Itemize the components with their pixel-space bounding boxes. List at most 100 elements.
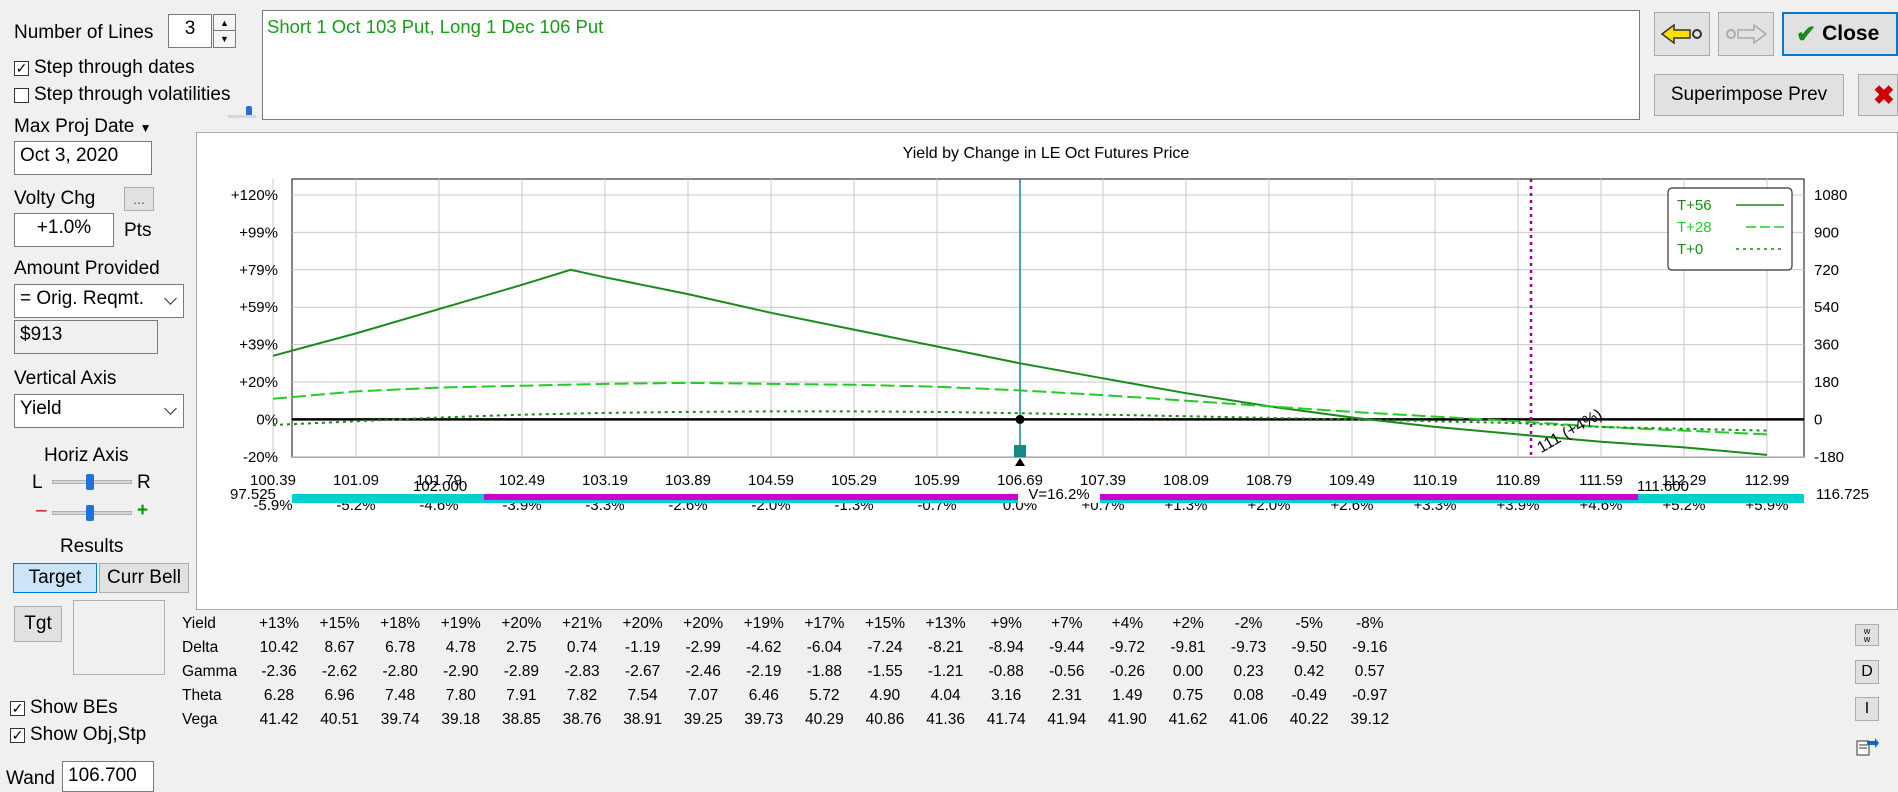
table-cell: 2.75 [506,639,537,656]
table-cell: -9.72 [1109,639,1146,656]
payoff-chart[interactable]: Yield by Change in LE Oct Futures Price … [196,132,1898,610]
horiz-axis-slider-thumb[interactable] [86,474,94,490]
step-dates-checkbox[interactable]: ✓ Step through dates [14,57,195,79]
zoom-slider-thumb[interactable] [86,505,94,521]
table-cell: 10.42 [259,639,299,656]
table-cell: 39.25 [683,711,723,728]
close-button[interactable]: ✔ Close [1782,12,1898,56]
bell-left-inner-label: 102.000 [413,478,467,495]
y-left-tick-label: 0% [256,411,278,428]
table-cell: -4.62 [746,639,782,656]
y-right-tick-label: -180 [1814,449,1844,466]
horiz-axis-label: Horiz Axis [44,445,129,466]
table-cell: 7.54 [627,687,658,704]
x-tick-label: 104.59 [748,472,794,489]
chart-legend: T+56 T+28 T+0 [1667,187,1793,271]
x-tick-label: 106.69 [997,472,1043,489]
table-cell: -1.19 [624,639,661,656]
superimpose-prev-button[interactable]: Superimpose Prev [1654,74,1844,116]
spin-up-icon[interactable]: ▲ [214,15,235,31]
table-cell: +20% [683,615,724,632]
table-cell: -9.81 [1170,639,1206,656]
cancel-button[interactable]: ✖ [1858,74,1898,116]
max-proj-date-input[interactable]: Oct 3, 2020 [14,141,152,175]
table-cell: 4.90 [869,687,901,704]
table-cell: 38.85 [501,711,541,728]
table-cell: 41.62 [1168,711,1208,728]
x-tick-label: 111.59 [1579,472,1623,489]
x-tick-label: 102.49 [499,472,545,489]
table-cell: 39.12 [1350,711,1390,728]
current-marker [1015,414,1025,424]
d-button[interactable]: D [1855,660,1879,684]
chart-title: Yield by Change in LE Oct Futures Price [903,145,1190,162]
curr-bell-button[interactable]: Curr Bell [99,563,189,593]
table-cell: -0.26 [1109,663,1146,680]
table-cell: 40.51 [320,711,359,728]
table-cell: +2% [1172,615,1204,632]
wand-marker[interactable] [1014,445,1026,457]
table-cell: 41.74 [986,711,1026,728]
table-cell: 1.49 [1112,687,1143,704]
table-cell: 0.57 [1354,663,1385,680]
show-bes-checkbox[interactable]: ✓ Show BEs [10,697,118,719]
table-cell: -8.94 [988,639,1024,656]
table-cell: -7.24 [867,639,903,656]
wand-input[interactable]: 106.700 [62,761,154,792]
spin-down-icon[interactable]: ▼ [220,34,229,44]
table-cell: -2% [1234,615,1263,632]
probability-bell-band: V=16.2% 97.525 102.000 111.600 116.725 [230,478,1869,503]
table-cell: -6.04 [806,639,843,656]
bell-band-right [1100,494,1638,500]
table-row-label: Delta [182,639,219,656]
step-dates-label: Step through dates [34,57,195,78]
step-vol-checkbox[interactable]: Step through volatilities [14,84,230,106]
amount-provided-select[interactable]: = Orig. Reqmt. [14,284,184,318]
y-right-tick-label: 900 [1814,224,1839,241]
strategy-description[interactable]: Short 1 Oct 103 Put, Long 1 Dec 106 Put [262,10,1640,120]
vertical-axis-select[interactable]: Yield [14,394,184,428]
table-cell: 41.36 [926,711,965,728]
volty-chg-input[interactable]: +1.0% [14,213,114,247]
table-cell: 7.48 [385,687,416,704]
small-slider-thumb[interactable] [246,106,252,118]
table-cell: 40.22 [1289,711,1329,728]
table-cell: +20% [622,615,663,632]
i-button[interactable]: I [1855,697,1879,721]
prev-arrow-button[interactable] [1654,12,1710,56]
table-cell: 41.94 [1047,711,1087,728]
y-left-tick-label: +79% [239,262,278,279]
table-cell: 6.78 [385,639,416,656]
tgt-button[interactable]: Tgt [14,606,62,642]
vertical-axis-label: Vertical Axis [14,368,117,389]
table-cell: 6.46 [748,687,779,704]
volty-chg-ellipsis-button[interactable]: ... [124,187,154,211]
number-of-lines-input[interactable]: 3 [168,14,212,48]
target-button[interactable]: Target [13,563,97,593]
volty-chg-unit: Pts [124,220,152,241]
table-cell: 4.04 [930,687,961,704]
export-icon[interactable] [1855,735,1879,757]
bell-right-inner-label: 111.600 [1637,478,1689,495]
table-cell: 4.78 [445,639,476,656]
show-obj-checkbox[interactable]: ✓ Show Obj,Stp [10,724,146,746]
table-cell: -2.89 [503,663,540,680]
x-tick-label: 100.39 [250,472,296,489]
table-cell: 38.91 [623,711,662,728]
table-cell: -9.44 [1049,639,1085,656]
small-slider-track[interactable] [228,115,256,118]
x-tick-label: 109.49 [1329,472,1375,489]
table-cell: 38.76 [562,711,602,728]
number-of-lines-spinner[interactable]: ▲ ▼ [213,14,236,48]
results-table-bg [168,612,1846,792]
table-cell: +15% [319,615,360,632]
table-cell: -2.90 [443,663,479,680]
show-obj-label: Show Obj,Stp [30,724,147,745]
x-tick-label: 107.39 [1080,472,1126,489]
chevron-down-icon [164,292,177,305]
table-cell: +20% [501,615,542,632]
max-proj-date-label[interactable]: Max Proj Date ▼ [14,116,152,137]
next-arrow-button[interactable] [1718,12,1774,56]
